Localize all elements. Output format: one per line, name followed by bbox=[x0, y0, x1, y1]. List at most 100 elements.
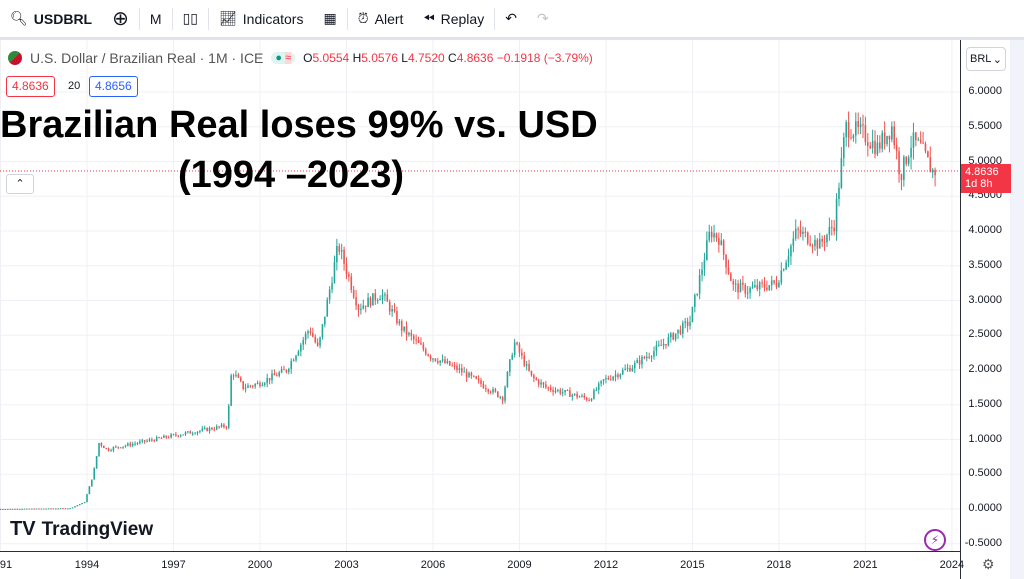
candle-body bbox=[208, 427, 211, 432]
candle-body bbox=[480, 380, 482, 385]
candle-body bbox=[319, 337, 321, 346]
candle-body bbox=[410, 332, 413, 336]
candle-body bbox=[304, 333, 307, 340]
candle-body bbox=[350, 276, 353, 290]
candle-body bbox=[559, 389, 562, 394]
candle-body bbox=[160, 437, 163, 439]
candle-body bbox=[261, 384, 264, 387]
candle-body bbox=[497, 391, 499, 397]
candle-body bbox=[302, 339, 305, 345]
replay-button[interactable]: ⏪︎ Replay bbox=[423, 10, 485, 27]
candle-body bbox=[833, 227, 835, 232]
candle-body bbox=[898, 151, 900, 175]
candle-body bbox=[328, 289, 331, 300]
currency-select[interactable]: BRL ⌄ bbox=[966, 47, 1006, 71]
candle-body bbox=[931, 169, 934, 173]
candle-body bbox=[422, 344, 425, 350]
candle-body bbox=[35, 508, 38, 510]
compare-button[interactable]: ⊕ bbox=[102, 0, 139, 37]
candle-body bbox=[446, 361, 449, 364]
candle-body bbox=[494, 389, 497, 392]
candle-body bbox=[117, 446, 120, 448]
candle-body bbox=[523, 355, 526, 366]
redo-button[interactable]: ↷ bbox=[527, 0, 559, 37]
candle-body bbox=[112, 447, 115, 451]
candle-body bbox=[444, 359, 446, 364]
candle-body bbox=[333, 262, 336, 284]
candle-body bbox=[561, 392, 564, 394]
candle-body bbox=[148, 439, 151, 441]
candle-body bbox=[617, 374, 619, 377]
candle-body bbox=[415, 339, 417, 341]
candle-body bbox=[11, 508, 14, 510]
candle-body bbox=[254, 384, 256, 387]
candle-body bbox=[751, 287, 754, 289]
settings-icon[interactable]: ⚙ bbox=[982, 556, 995, 572]
candle-body bbox=[16, 508, 19, 510]
candle-body bbox=[463, 371, 465, 373]
candle-body bbox=[511, 355, 514, 360]
candle-body bbox=[50, 508, 52, 510]
bid-price[interactable]: 4.8636 bbox=[6, 76, 55, 97]
candle-body bbox=[804, 231, 807, 233]
headline-line1: Brazilian Real loses 99% vs. USD bbox=[0, 104, 598, 146]
candle-body bbox=[684, 321, 687, 323]
candle-body bbox=[919, 139, 922, 143]
candle-body bbox=[285, 369, 288, 372]
ask-price[interactable]: 4.8656 bbox=[89, 76, 138, 97]
candle-body bbox=[576, 393, 578, 398]
candle-body bbox=[780, 270, 783, 283]
candle-body bbox=[525, 364, 528, 366]
candle-body bbox=[408, 332, 410, 335]
interval-button[interactable]: M bbox=[149, 10, 162, 27]
candle-body bbox=[879, 142, 881, 149]
candle-body bbox=[703, 259, 706, 270]
candle-body bbox=[129, 443, 132, 446]
candle-body bbox=[434, 358, 437, 361]
candle-body bbox=[787, 256, 790, 263]
candle-body bbox=[802, 231, 804, 234]
collapse-legend-button[interactable]: ⌃ bbox=[6, 174, 34, 194]
candle-body bbox=[485, 388, 487, 390]
candle-body bbox=[725, 254, 727, 268]
candle-body bbox=[436, 360, 439, 363]
time-axis[interactable]: 91 1994 1997 2000 2003 2006 2009 2012 2015 2018 20… bbox=[0, 551, 964, 579]
lightning-icon[interactable]: ⚡︎ bbox=[924, 529, 946, 551]
candle-body bbox=[549, 387, 552, 390]
candle-body bbox=[744, 284, 747, 294]
flag-icon bbox=[8, 51, 22, 65]
candle-body bbox=[278, 372, 280, 376]
candle-body bbox=[107, 448, 110, 451]
market-status[interactable]: ● ≈ bbox=[271, 52, 296, 64]
tradingview-logo[interactable]: TV TradingView bbox=[10, 518, 154, 540]
candle-body bbox=[134, 443, 136, 445]
candle-body bbox=[782, 269, 785, 271]
y-tick-label: 5.0000 bbox=[968, 154, 1002, 167]
candle-body bbox=[739, 282, 742, 293]
candle-body bbox=[26, 508, 28, 510]
alert-button[interactable]: ⏰︎ Alert bbox=[357, 10, 404, 27]
candle-body bbox=[537, 379, 540, 385]
price-axis[interactable]: BRL ⌄ 4.8636 1d 8h 6.0000 5.5000 5.0000 4.500… bbox=[960, 40, 1011, 579]
candle-body bbox=[588, 400, 590, 402]
indicators-icon: 📈︎ bbox=[218, 10, 237, 26]
candle-body bbox=[172, 434, 175, 436]
candle-body bbox=[146, 440, 148, 442]
candle-body bbox=[874, 140, 876, 155]
undo-button[interactable]: ↶ bbox=[495, 0, 527, 37]
layouts-button[interactable]: ▦ bbox=[313, 0, 346, 37]
candle-body bbox=[727, 267, 730, 274]
candle-body bbox=[227, 405, 230, 428]
chart-type-button[interactable]: ▯▯ bbox=[173, 0, 208, 37]
y-tick-label: 1.0000 bbox=[968, 432, 1002, 445]
price-chart[interactable] bbox=[0, 40, 960, 551]
candle-body bbox=[28, 508, 31, 510]
candle-body bbox=[482, 384, 485, 389]
symbol-search[interactable]: 🔍︎ USDBRL bbox=[10, 10, 93, 27]
candle-body bbox=[391, 309, 393, 312]
candle-body bbox=[71, 507, 74, 509]
indicators-button[interactable]: 📈︎ Indicators bbox=[218, 10, 304, 27]
candle-body bbox=[573, 393, 576, 395]
candle-body bbox=[52, 508, 55, 510]
candle-body bbox=[701, 269, 703, 276]
